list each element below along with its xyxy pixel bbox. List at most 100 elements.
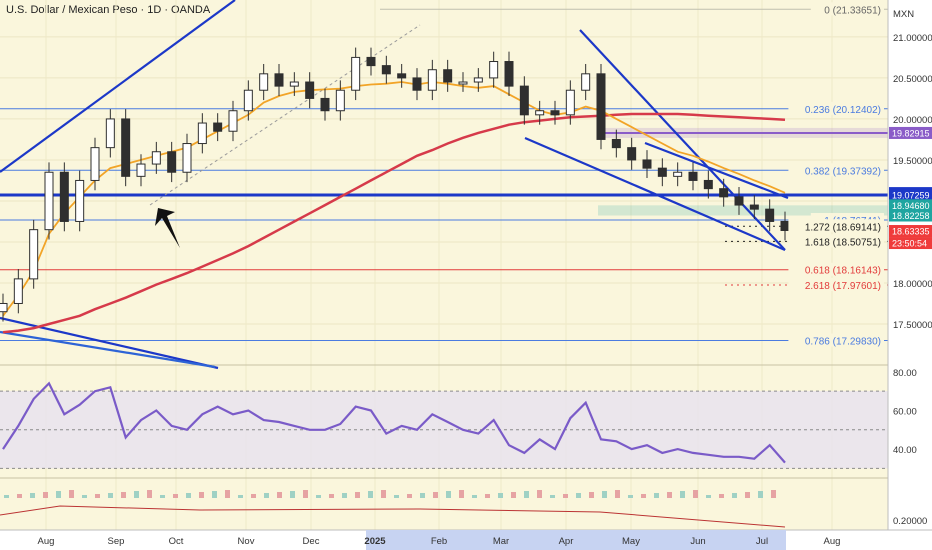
fib-label-bg [788, 234, 884, 248]
x-tick-label: Jul [756, 536, 768, 547]
trendline-dashed [149, 24, 421, 206]
fib-label-bg [788, 101, 884, 115]
candle-body [504, 61, 514, 87]
volume-bar [95, 494, 100, 498]
volume-bar [511, 492, 516, 498]
volume-bar [537, 490, 542, 498]
volume-bar [303, 490, 308, 498]
volume-bar [368, 491, 373, 498]
x-tick-label: Jun [690, 536, 705, 547]
trendline [579, 29, 786, 251]
price-tag [889, 209, 932, 222]
fib-level-label: 1.272 (18.69141) [805, 222, 881, 233]
candle-body [274, 73, 284, 87]
volume-bar [706, 495, 711, 498]
rsi-tick-label: 80.00 [893, 368, 917, 379]
volume-bar [316, 495, 321, 498]
currency-label: MXN [893, 9, 914, 20]
trendline [0, 0, 236, 173]
fib-level-label: 1.618 (18.50751) [805, 237, 881, 248]
volume-bar [394, 495, 399, 498]
candle-body [535, 110, 545, 116]
candle-body [289, 81, 299, 87]
candle-body [412, 77, 422, 91]
volume-tick-label: 0.20000 [893, 516, 927, 527]
x-tick-label: Nov [238, 536, 255, 547]
rsi-tick-label: 40.00 [893, 445, 917, 456]
fib-level-label: 0 (21.33651) [824, 5, 881, 16]
candle-body [228, 110, 238, 132]
y-tick-label: 18.00000 [893, 279, 932, 290]
fib-level-label: 0.236 (20.12402) [805, 105, 881, 116]
x-tick-label: Oct [169, 536, 184, 547]
y-tick-label: 17.50000 [893, 320, 932, 331]
candle-body [703, 179, 713, 190]
fib-label-bg [788, 333, 884, 347]
candle-body [427, 69, 437, 91]
volume-bar [654, 493, 659, 498]
chart-title: U.S. Dollar / Mexican Peso · 1D · OANDA [6, 4, 211, 16]
candle-body [366, 56, 376, 67]
candle-body [458, 81, 468, 85]
price-tag [889, 126, 932, 139]
candle-body [381, 65, 391, 75]
candle-body [657, 167, 667, 177]
candle-body [75, 179, 85, 222]
volume-bar [732, 493, 737, 498]
candle-body [167, 151, 177, 173]
candle-body [335, 89, 345, 112]
trendline [524, 136, 786, 252]
volume-bar [745, 492, 750, 498]
candle-body [765, 208, 775, 222]
volume-bar [121, 492, 126, 498]
y-tick-label: 21.00000 [893, 33, 932, 44]
candle-body [443, 69, 453, 83]
candle-body [90, 147, 100, 181]
volume-bar [342, 493, 347, 498]
candle-body [259, 73, 269, 91]
volume-bar [563, 494, 568, 498]
x-tick-label: Dec [303, 536, 320, 547]
volume-bar [43, 492, 48, 498]
price-tag-label: 18.82258 [892, 211, 930, 221]
price-tag-label: 18.63335 [892, 227, 930, 237]
volume-bar [381, 490, 386, 498]
x-tick-label: Sep [108, 536, 125, 547]
volume-bar [446, 491, 451, 498]
candle-body [397, 73, 407, 79]
candle-body [565, 89, 575, 116]
candle-body [642, 159, 652, 169]
fib-label-bg [788, 277, 884, 291]
fib-label-bg [788, 163, 884, 177]
volume-bar [186, 493, 191, 498]
price-axis[interactable] [888, 0, 932, 530]
volume-bar [680, 491, 685, 498]
ma-long-line [2, 112, 786, 334]
candle-body [611, 138, 621, 149]
fib-level-label: 0.786 (17.29830) [805, 337, 881, 348]
volume-bar [56, 491, 61, 498]
volume-bar [30, 493, 35, 498]
support-zone [598, 205, 888, 216]
candle-body [351, 56, 361, 91]
x-tick-label: 2025 [364, 536, 386, 547]
fib-level-label: 0.618 (18.16143) [805, 266, 881, 277]
volume-bar [134, 491, 139, 498]
countdown-label: 23:50:54 [892, 239, 927, 249]
volume-bar [407, 494, 412, 498]
volume-bar [329, 494, 334, 498]
volume-bar [472, 495, 477, 498]
candle-body [581, 73, 591, 91]
candle-body [719, 188, 729, 198]
candle-body [473, 77, 483, 83]
fib-label-bg [788, 219, 884, 233]
volume-bar [758, 491, 763, 498]
volume-bar [251, 494, 256, 498]
fib-level-label: 2.618 (17.97601) [805, 281, 881, 292]
x-tick-label: Aug [38, 536, 55, 547]
candle-body [151, 151, 161, 165]
volume-bar [420, 493, 425, 498]
x-tick-label: May [622, 536, 640, 547]
y-tick-label: 20.00000 [893, 115, 932, 126]
